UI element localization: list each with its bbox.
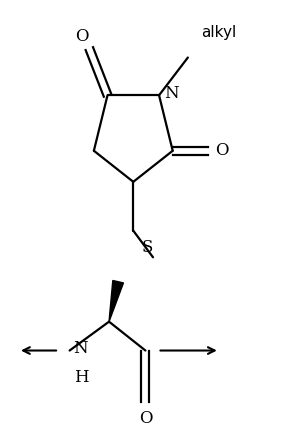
Text: O: O	[139, 409, 152, 426]
Text: O: O	[75, 28, 88, 45]
Text: alkyl: alkyl	[202, 25, 237, 40]
Text: N: N	[73, 340, 88, 357]
Text: N: N	[164, 85, 179, 102]
Polygon shape	[109, 280, 123, 322]
Text: H: H	[73, 369, 88, 386]
Text: S: S	[141, 239, 153, 256]
Text: O: O	[215, 142, 229, 159]
